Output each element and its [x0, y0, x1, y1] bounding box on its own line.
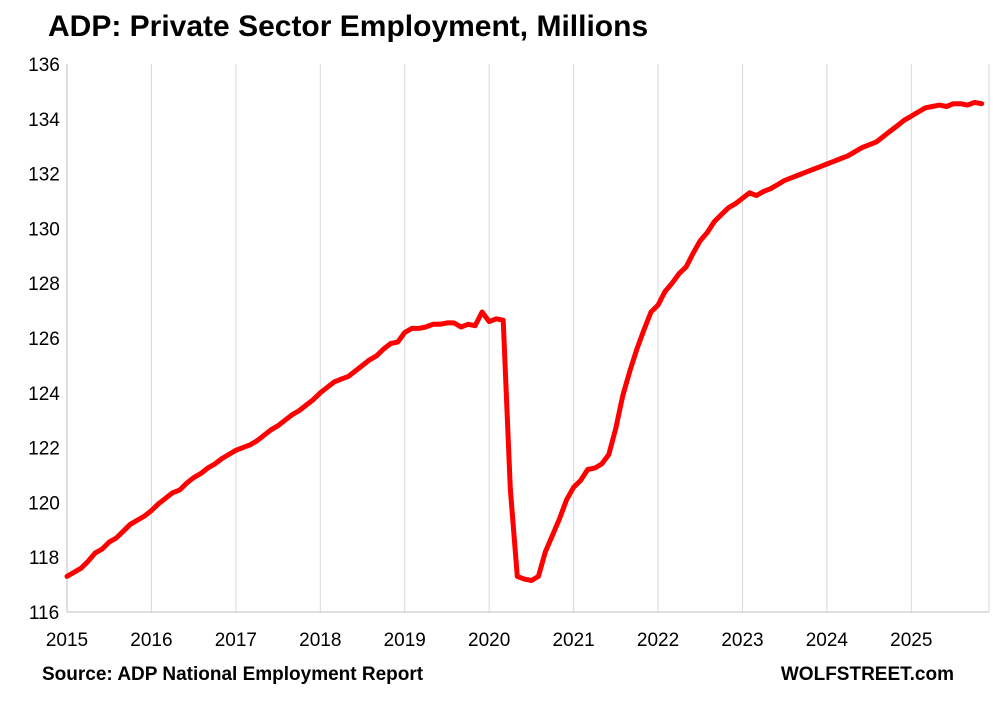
x-tick-label: 2020 — [468, 630, 510, 651]
y-tick-label: 120 — [28, 493, 60, 514]
y-tick-label: 134 — [28, 110, 60, 131]
gridlines — [150, 64, 990, 612]
series — [64, 99, 985, 583]
y-tick-label: 118 — [29, 548, 59, 569]
x-tick-label: 2015 — [46, 630, 88, 651]
y-tick-label: 132 — [28, 165, 60, 186]
x-tick-labels: 2015 2016 2017 2018 2019 2020 2021 2022 2023 2024… — [46, 630, 933, 651]
brand-label: WOLFSTREET.com — [780, 664, 954, 685]
y-tick-label: 136 — [28, 55, 60, 76]
x-tick-label: 2017 — [215, 630, 257, 651]
y-tick-label: 116 — [29, 603, 59, 624]
axes — [66, 64, 989, 613]
x-tick-label: 2016 — [130, 630, 172, 651]
chart-title: ADP: Private Sector Employment, Millions — [48, 10, 649, 43]
source-note: Source: ADP National Employment Report — [42, 664, 424, 685]
x-tick-label: 2018 — [299, 630, 341, 651]
y-tick-label: 130 — [28, 219, 60, 240]
y-tick-label: 124 — [28, 384, 60, 405]
x-tick-label: 2022 — [637, 630, 679, 651]
x-tick-label: 2019 — [384, 630, 426, 651]
x-tick-label: 2025 — [890, 630, 932, 651]
y-tick-label: 128 — [28, 274, 60, 295]
y-tick-label: 126 — [28, 329, 60, 350]
x-tick-label: 2021 — [552, 630, 594, 651]
series-line-0 — [64, 99, 985, 583]
y-tick-labels: 116 118 120 122 124 126 128 130 132 134 136 — [28, 55, 60, 624]
y-tick-label: 122 — [28, 439, 60, 460]
x-tick-label: 2023 — [721, 630, 763, 651]
x-tick-label: 2024 — [806, 630, 849, 651]
